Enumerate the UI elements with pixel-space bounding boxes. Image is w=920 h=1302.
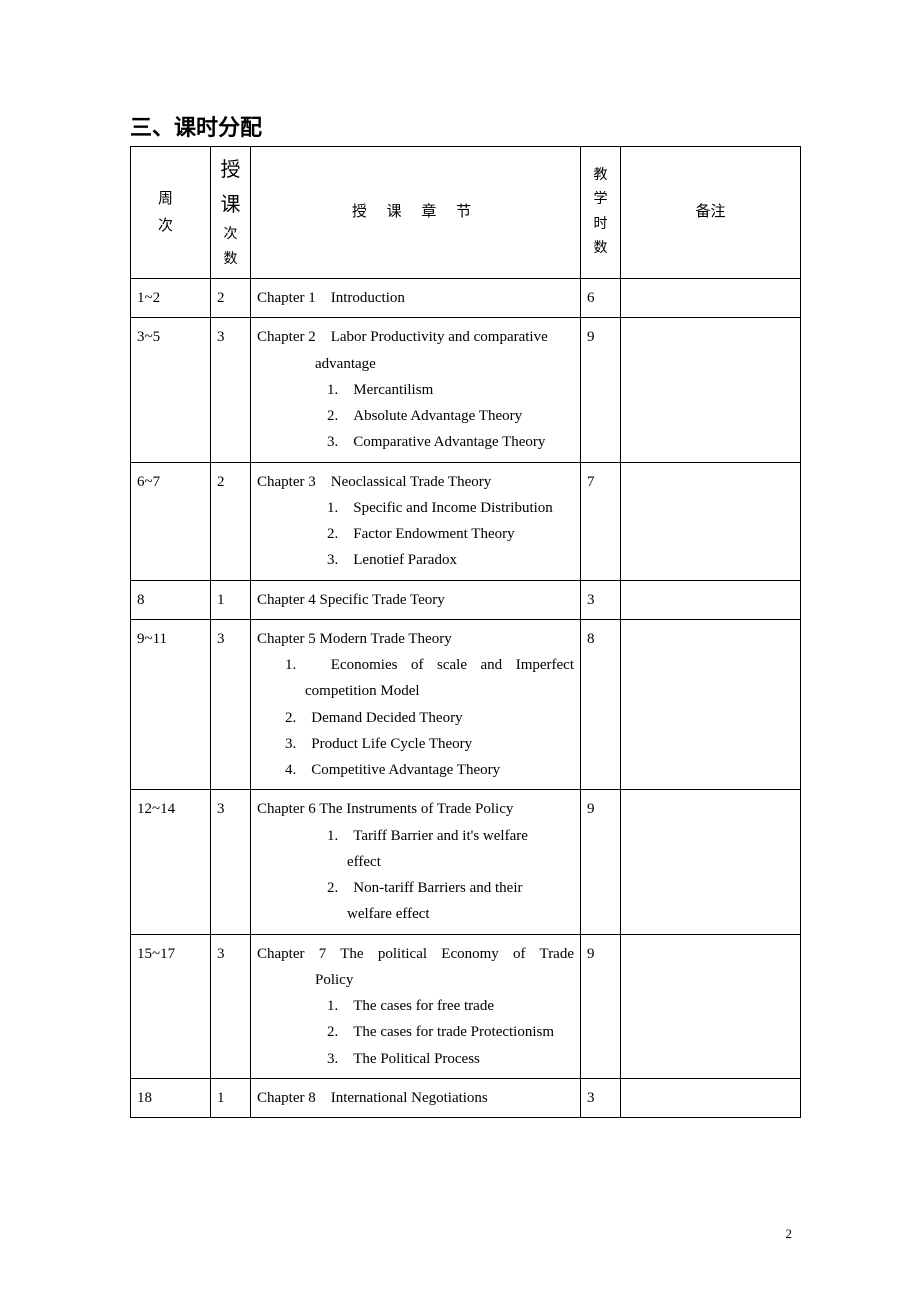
chapter-line: Chapter 3 Neoclassical Trade Theory xyxy=(257,469,574,495)
header-hours-2: 学 xyxy=(587,188,614,213)
cell-remark xyxy=(621,1078,801,1117)
header-count-3: 次 xyxy=(217,223,244,248)
page-number: 2 xyxy=(786,1226,793,1242)
table-row: 181Chapter 8 International Negotiations 3 xyxy=(131,1078,801,1117)
chapter-line: 3. Comparative Advantage Theory xyxy=(327,429,574,455)
cell-remark xyxy=(621,619,801,790)
chapter-line: 3. Product Life Cycle Theory xyxy=(285,731,574,757)
chapter-line: 3. The Political Process xyxy=(327,1046,574,1072)
cell-week: 1~2 xyxy=(131,279,211,318)
cell-remark xyxy=(621,934,801,1078)
schedule-table: 周 次 授 课 次 数 授 课 章 节 教 学 时 数 备注 1~22Chapt… xyxy=(130,146,801,1118)
chapter-line: 1. Tariff Barrier and it's welfare xyxy=(327,823,574,849)
table-row: 15~173Chapter 7 The political Economy of… xyxy=(131,934,801,1078)
cell-count: 1 xyxy=(211,1078,251,1117)
table-row: 3~53Chapter 2 Labor Productivity and com… xyxy=(131,318,801,462)
cell-week: 9~11 xyxy=(131,619,211,790)
cell-chapter: Chapter 8 International Negotiations xyxy=(251,1078,581,1117)
chapter-line: Chapter 5 Modern Trade Theory xyxy=(257,626,574,652)
cell-week: 8 xyxy=(131,580,211,619)
cell-hours: 9 xyxy=(581,790,621,934)
cell-count: 2 xyxy=(211,279,251,318)
chapter-line: advantage xyxy=(315,351,574,377)
chapter-line: 2. Demand Decided Theory xyxy=(285,705,574,731)
chapter-line: 2. The cases for trade Protectionism xyxy=(327,1019,574,1045)
header-count-2: 课 xyxy=(217,188,244,223)
cell-week: 3~5 xyxy=(131,318,211,462)
header-hours: 教 学 时 数 xyxy=(581,147,621,279)
table-row: 9~113Chapter 5 Modern Trade Theory1. Eco… xyxy=(131,619,801,790)
chapter-line: effect xyxy=(347,849,574,875)
table-row: 6~72Chapter 3 Neoclassical Trade Theory1… xyxy=(131,462,801,580)
header-remark: 备注 xyxy=(621,147,801,279)
chapter-line: competition Model xyxy=(305,678,574,704)
cell-chapter: Chapter 1 Introduction xyxy=(251,279,581,318)
chapter-line: 2. Factor Endowment Theory xyxy=(327,521,574,547)
cell-hours: 3 xyxy=(581,1078,621,1117)
header-count-1: 授 xyxy=(217,153,244,188)
cell-count: 3 xyxy=(211,934,251,1078)
cell-remark xyxy=(621,279,801,318)
chapter-line: Policy xyxy=(315,967,574,993)
chapter-line: Chapter 7 The political Economy of Trade xyxy=(257,941,574,967)
chapter-line: 1. The cases for free trade xyxy=(327,993,574,1019)
cell-remark xyxy=(621,462,801,580)
table-row: 12~143Chapter 6 The Instruments of Trade… xyxy=(131,790,801,934)
cell-hours: 3 xyxy=(581,580,621,619)
cell-chapter: Chapter 3 Neoclassical Trade Theory1. Sp… xyxy=(251,462,581,580)
cell-hours: 8 xyxy=(581,619,621,790)
cell-chapter: Chapter 4 Specific Trade Teory xyxy=(251,580,581,619)
chapter-line: 3. Lenotief Paradox xyxy=(327,547,574,573)
cell-chapter: Chapter 2 Labor Productivity and compara… xyxy=(251,318,581,462)
cell-week: 6~7 xyxy=(131,462,211,580)
table-body: 1~22Chapter 1 Introduction63~53Chapter 2… xyxy=(131,279,801,1118)
section-title: 三、课时分配 xyxy=(130,110,800,142)
cell-chapter: Chapter 5 Modern Trade Theory1. Economie… xyxy=(251,619,581,790)
header-count: 授 课 次 数 xyxy=(211,147,251,279)
cell-count: 1 xyxy=(211,580,251,619)
chapter-line: welfare effect xyxy=(347,901,574,927)
chapter-line: Chapter 2 Labor Productivity and compara… xyxy=(257,324,574,350)
cell-remark xyxy=(621,580,801,619)
chapter-line: Chapter 6 The Instruments of Trade Polic… xyxy=(257,796,574,822)
page: 三、课时分配 周 次 授 课 次 数 授 课 章 节 教 学 时 数 xyxy=(0,0,920,1302)
header-week: 周 次 xyxy=(131,147,211,279)
cell-count: 2 xyxy=(211,462,251,580)
cell-remark xyxy=(621,318,801,462)
cell-chapter: Chapter 6 The Instruments of Trade Polic… xyxy=(251,790,581,934)
chapter-line: 1. Specific and Income Distribution xyxy=(327,495,574,521)
header-hours-4: 数 xyxy=(587,237,614,262)
table-row: 81Chapter 4 Specific Trade Teory 3 xyxy=(131,580,801,619)
header-count-4: 数 xyxy=(217,248,244,273)
chapter-line: 2. Absolute Advantage Theory xyxy=(327,403,574,429)
header-hours-1: 教 xyxy=(587,164,614,189)
chapter-line: Chapter 8 International Negotiations xyxy=(257,1085,574,1111)
cell-hours: 9 xyxy=(581,318,621,462)
cell-hours: 7 xyxy=(581,462,621,580)
table-row: 1~22Chapter 1 Introduction 6 xyxy=(131,279,801,318)
table-header: 周 次 授 课 次 数 授 课 章 节 教 学 时 数 备注 xyxy=(131,147,801,279)
chapter-line: Chapter 4 Specific Trade Teory xyxy=(257,587,574,613)
cell-chapter: Chapter 7 The political Economy of Trade… xyxy=(251,934,581,1078)
cell-hours: 9 xyxy=(581,934,621,1078)
chapter-line: 4. Competitive Advantage Theory xyxy=(285,757,574,783)
chapter-line: 2. Non-tariff Barriers and their xyxy=(327,875,574,901)
chapter-line: Chapter 1 Introduction xyxy=(257,285,574,311)
chapter-line: 1. Mercantilism xyxy=(327,377,574,403)
cell-week: 15~17 xyxy=(131,934,211,1078)
cell-hours: 6 xyxy=(581,279,621,318)
cell-count: 3 xyxy=(211,318,251,462)
chapter-line: 1. Economies of scale and Imperfect xyxy=(285,652,574,678)
cell-count: 3 xyxy=(211,790,251,934)
cell-count: 3 xyxy=(211,619,251,790)
header-chapter: 授 课 章 节 xyxy=(251,147,581,279)
cell-week: 12~14 xyxy=(131,790,211,934)
cell-week: 18 xyxy=(131,1078,211,1117)
header-hours-3: 时 xyxy=(587,213,614,238)
cell-remark xyxy=(621,790,801,934)
